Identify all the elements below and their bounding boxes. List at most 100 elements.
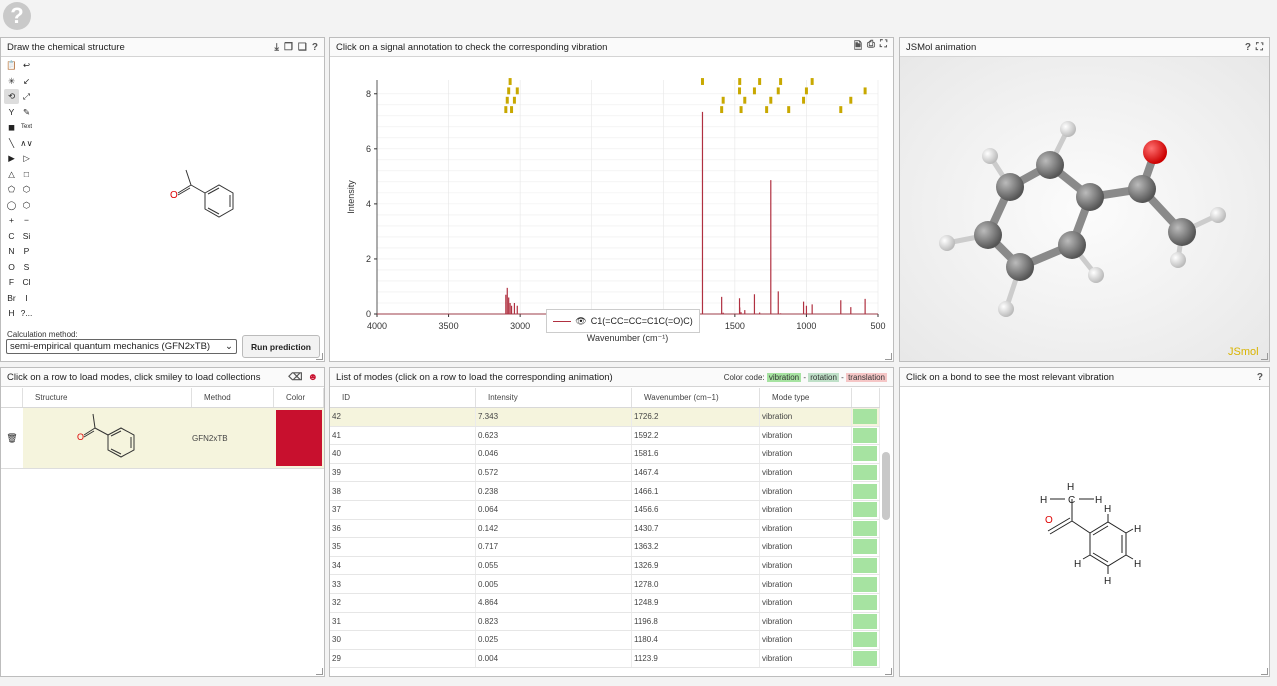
toolbar-button[interactable]: ▶ (8, 153, 15, 164)
signal-annotation[interactable] (504, 106, 508, 114)
fullscreen-icon[interactable]: ⛶ (880, 38, 887, 50)
trash-icon[interactable]: 🗑 (6, 432, 18, 443)
signal-annotation[interactable] (779, 78, 783, 85)
export-icon[interactable]: 🗎 (853, 40, 862, 52)
signal-annotation[interactable] (515, 87, 519, 95)
toolbar-button[interactable]: Si (22, 230, 31, 241)
toolbar-button[interactable]: ╲ (8, 137, 15, 148)
table-row[interactable]: 39 0.572 1467.4 vibration (330, 463, 880, 483)
print-icon[interactable]: ⎙ (867, 38, 875, 50)
toolbar-button[interactable]: ↙ (22, 75, 31, 86)
toolbar-button[interactable]: Br (7, 292, 16, 303)
run-prediction-button[interactable]: Run prediction (242, 335, 320, 358)
smiley-icon[interactable]: ☻ (307, 371, 318, 383)
toolbar-button[interactable]: O (8, 261, 15, 272)
help-question-icon[interactable]: ? (311, 41, 318, 53)
spectrum-chart[interactable]: 024684000350030002500200015001000500Wave… (330, 58, 893, 358)
toolbar-button[interactable]: ⬠ (7, 184, 16, 195)
table-row[interactable]: 33 0.005 1278.0 vibration (330, 575, 880, 594)
toolbar-button[interactable]: Text (20, 124, 32, 131)
signal-annotation[interactable] (720, 106, 724, 114)
signal-annotation[interactable] (512, 96, 516, 104)
resize-handle[interactable] (1261, 353, 1268, 360)
signal-annotation[interactable] (743, 96, 747, 104)
toolbar-button[interactable]: ⬡ (22, 199, 31, 210)
toolbar-button[interactable]: ?... (20, 308, 33, 319)
editor-molecule[interactable]: O (161, 158, 251, 228)
collection-color-cell[interactable] (274, 408, 324, 468)
eraser-icon[interactable]: ⌫ (288, 371, 303, 383)
spectrum-legend[interactable]: 👁 C1(=CC=CC=C1C(=O)C) (546, 309, 700, 333)
toolbar-button[interactable]: ◯ (6, 199, 17, 210)
resize-handle[interactable] (885, 668, 892, 675)
table-row[interactable]: 31 0.823 1196.8 vibration (330, 612, 880, 632)
toolbar-button[interactable]: △ (8, 168, 15, 179)
signal-annotation[interactable] (739, 106, 743, 114)
signal-annotation[interactable] (839, 106, 843, 114)
bond-molecule[interactable]: O C H H H H H H H H (900, 387, 1269, 677)
toolbar-button[interactable]: ⟲ (4, 89, 19, 105)
collection-row[interactable]: 🗑 O GFN2xTB (1, 408, 324, 469)
signal-annotation[interactable] (765, 106, 769, 114)
signal-annotation[interactable] (738, 78, 742, 85)
table-row[interactable]: 41 0.623 1592.2 vibration (330, 426, 880, 446)
signal-annotation[interactable] (804, 87, 808, 95)
signal-annotation[interactable] (849, 96, 853, 104)
signal-annotation[interactable] (787, 106, 791, 114)
toolbar-button[interactable]: I (25, 292, 28, 303)
signal-annotation[interactable] (510, 106, 514, 114)
signal-annotation[interactable] (721, 96, 725, 104)
table-row[interactable]: 37 0.064 1456.6 vibration (330, 501, 880, 520)
signal-annotation[interactable] (802, 96, 806, 104)
signal-annotation[interactable] (505, 96, 509, 104)
toolbar-button[interactable]: Y (8, 106, 15, 117)
signal-annotation[interactable] (700, 78, 704, 85)
toolbar-button[interactable]: ◼ (7, 122, 16, 133)
toolbar-button[interactable]: H (8, 308, 15, 319)
toolbar-button[interactable]: ✳ (7, 75, 16, 86)
toolbar-button[interactable]: ✎ (22, 106, 31, 117)
help-icon[interactable]: ? (3, 2, 31, 30)
table-row[interactable]: 38 0.238 1466.1 vibration (330, 482, 880, 501)
signal-annotation[interactable] (508, 78, 512, 85)
signal-annotation[interactable] (863, 87, 867, 95)
eye-icon[interactable]: 👁 (575, 315, 587, 326)
table-row[interactable]: 29 0.004 1123.9 vibration (330, 649, 880, 669)
signal-annotation[interactable] (738, 87, 742, 95)
toolbar-button[interactable]: + (9, 215, 14, 226)
resize-handle[interactable] (316, 668, 323, 675)
table-row[interactable]: 34 0.055 1326.9 vibration (330, 556, 880, 576)
signal-annotation[interactable] (752, 87, 756, 95)
toolbar-button[interactable]: 📋 (6, 60, 17, 71)
toolbar-button[interactable]: ⬡ (22, 184, 31, 195)
jsmol-viewer[interactable]: JSmol (900, 57, 1269, 361)
toolbar-button[interactable]: − (24, 215, 29, 226)
toolbar-button[interactable]: S (23, 261, 30, 272)
signal-annotation[interactable] (758, 78, 762, 85)
toolbar-button[interactable]: ∧∨ (20, 137, 33, 148)
toolbar-button[interactable]: C (8, 230, 15, 241)
resize-handle[interactable] (1261, 668, 1268, 675)
table-row[interactable]: 30 0.025 1180.4 vibration (330, 631, 880, 650)
help-question-icon[interactable]: ? (1256, 371, 1263, 383)
table-row[interactable]: 32 4.864 1248.9 vibration (330, 594, 880, 613)
toolbar-button[interactable]: □ (23, 168, 30, 179)
table-row[interactable]: 36 0.142 1430.7 vibration (330, 519, 880, 539)
resize-handle[interactable] (316, 353, 323, 360)
help-question-icon[interactable]: ? (1244, 41, 1251, 53)
table-row[interactable]: 42 7.343 1726.2 vibration (330, 408, 880, 427)
signal-annotation[interactable] (769, 96, 773, 104)
signal-annotation[interactable] (810, 78, 814, 85)
color-swatch[interactable] (276, 410, 322, 466)
toolbar-button[interactable]: P (23, 246, 30, 257)
paste-icon[interactable]: ❏ (297, 41, 307, 53)
table-row[interactable]: 35 0.717 1363.2 vibration (330, 538, 880, 557)
signal-annotation[interactable] (776, 87, 780, 95)
resize-handle[interactable] (885, 353, 892, 360)
table-row[interactable]: 40 0.046 1581.6 vibration (330, 445, 880, 464)
copy-icon[interactable]: ❐ (283, 41, 293, 53)
toolbar-button[interactable]: ▷ (23, 153, 30, 164)
toolbar-button[interactable]: N (8, 246, 15, 257)
toolbar-button[interactable]: Cl (22, 277, 31, 288)
toolbar-button[interactable]: F (8, 277, 15, 288)
